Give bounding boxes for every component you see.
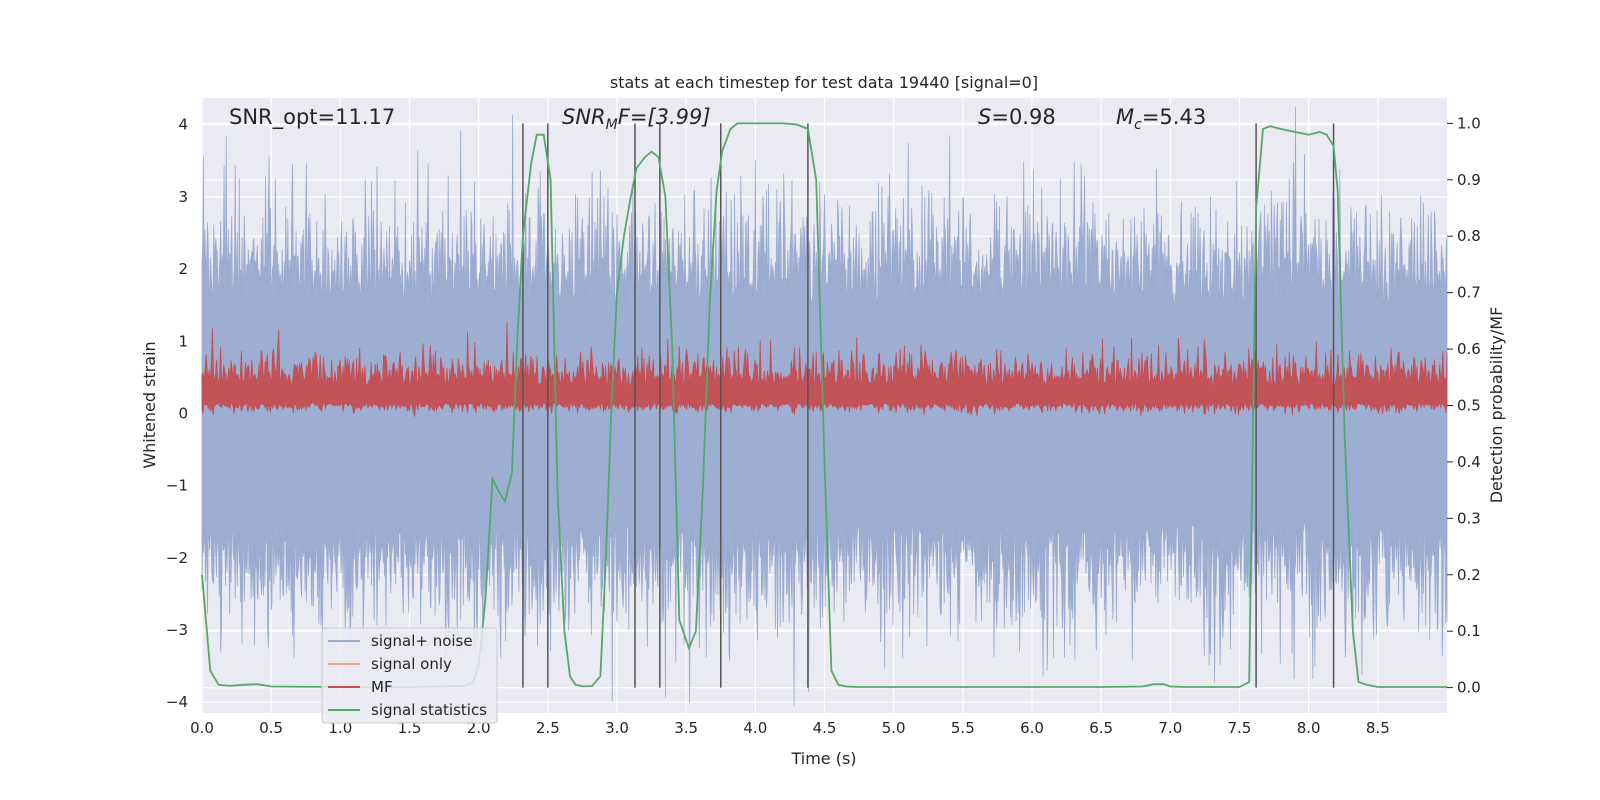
y-right-tick-label: 0.7 <box>1457 284 1481 302</box>
x-tick-label: 3.5 <box>674 719 698 737</box>
signal-noise-series <box>201 106 1448 706</box>
legend-box <box>321 627 498 724</box>
y-right-tick-label: 0.3 <box>1457 509 1481 527</box>
annotation-s-value: =0.98 <box>991 105 1055 129</box>
chart-title: stats at each timestep for test data 194… <box>610 73 1038 92</box>
y-left-tick-label: −4 <box>166 693 188 711</box>
x-tick-label: 8.0 <box>1297 719 1321 737</box>
y-right-tick-label: 0.9 <box>1457 171 1481 189</box>
legend: signal+ noise signal only MF signal stat… <box>321 627 498 724</box>
y-left-tick-label: 1 <box>178 332 188 350</box>
legend-label-signal-statistics: signal statistics <box>371 701 487 719</box>
legend-label-signal-only: signal only <box>371 655 452 673</box>
annotation-mc-base: M <box>1116 105 1134 129</box>
y-axis-right-label: Detection probability/MF <box>1487 307 1506 504</box>
x-tick-label: 0.5 <box>259 719 283 737</box>
annotation-snr-mf-rest: F=[3.99] <box>618 105 711 129</box>
annotation-snr-mf-base: SNR <box>562 105 606 129</box>
x-tick-label: 5.0 <box>882 719 906 737</box>
mf-series <box>201 321 1448 417</box>
y-left-tick-label: −2 <box>166 549 188 567</box>
x-tick-label: 6.0 <box>1020 719 1044 737</box>
y-left-tick-label: −3 <box>166 621 188 639</box>
legend-label-signal-noise: signal+ noise <box>371 632 473 650</box>
x-tick-label: 2.5 <box>536 719 560 737</box>
x-tick-label: 7.5 <box>1228 719 1252 737</box>
legend-label-mf: MF <box>371 678 393 696</box>
y-right-tick-label: 0.5 <box>1457 397 1481 415</box>
x-tick-label: 6.5 <box>1089 719 1113 737</box>
annotation-s-label: S <box>978 105 991 129</box>
annotation-s: S=0.98 <box>978 105 1056 129</box>
x-tick-label: 4.0 <box>743 719 767 737</box>
y-left-tick-label: 2 <box>178 260 188 278</box>
y-left-tick-label: 4 <box>178 116 188 134</box>
x-tick-label: 4.5 <box>813 719 837 737</box>
signal-statistics-series <box>201 122 1447 688</box>
x-tick-label: 3.0 <box>605 719 629 737</box>
y-right-tick-label: 1.0 <box>1457 114 1481 132</box>
y-right-tick-label: 0.4 <box>1457 453 1481 471</box>
annotation-snr-mf-sub: M <box>606 117 618 133</box>
y-axis-left-label: Whitened strain <box>140 341 159 468</box>
mf-band <box>201 321 1448 417</box>
annotation-snr-mf: SNRMF=[3.99] <box>562 105 711 133</box>
y-right-tick-label: 0.8 <box>1457 227 1481 245</box>
y-left-tick-label: 3 <box>178 188 188 206</box>
y-right-tick-label: 0.1 <box>1457 622 1481 640</box>
signal-statistics-line <box>201 122 1447 688</box>
y-left-tick-label: 0 <box>178 404 188 422</box>
annotation-snr-opt: SNR_opt=11.17 <box>229 105 395 130</box>
y-left-tick-label: −1 <box>166 477 188 495</box>
x-tick-label: 0.0 <box>190 719 214 737</box>
x-tick-label: 5.5 <box>951 719 975 737</box>
annotation-mc: Mc=5.43 <box>1116 105 1206 133</box>
y-right-tick-label: 0.6 <box>1457 340 1481 358</box>
annotation-mc-value: =5.43 <box>1142 105 1206 129</box>
vertical-markers <box>522 123 1335 688</box>
x-tick-label: 8.5 <box>1366 719 1390 737</box>
signal-noise-band <box>201 106 1448 706</box>
annotation-mc-sub: c <box>1134 117 1142 133</box>
x-axis-label: Time (s) <box>790 749 856 768</box>
y-right-tick-label: 0.2 <box>1457 566 1481 584</box>
x-tick-label: 7.0 <box>1158 719 1182 737</box>
y-right-tick-label: 0.0 <box>1457 679 1481 697</box>
